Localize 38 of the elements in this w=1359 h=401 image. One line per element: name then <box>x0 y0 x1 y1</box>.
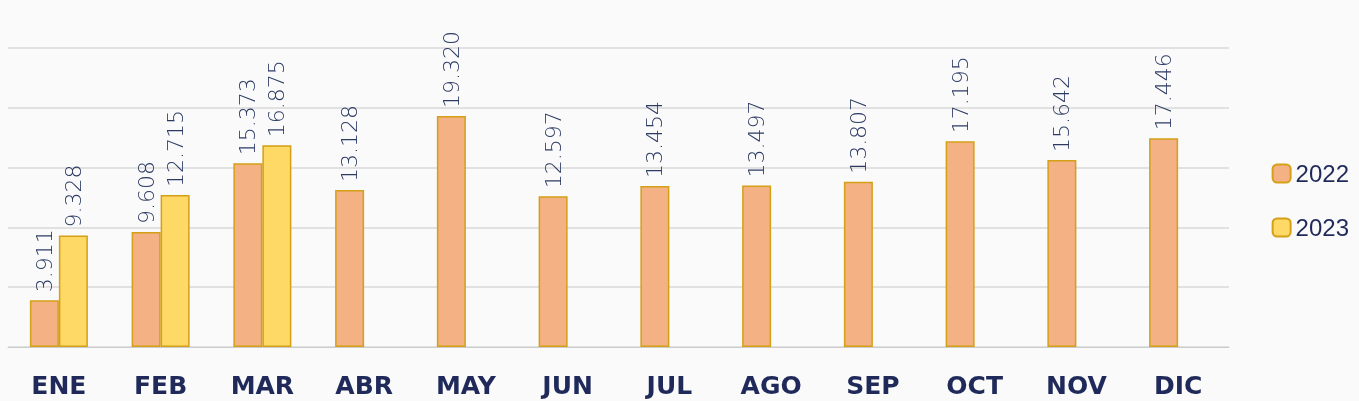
bar <box>945 141 975 347</box>
data-label: 13.454 <box>642 101 668 179</box>
bar <box>843 181 873 347</box>
x-tick-label: ENE <box>31 371 87 400</box>
bar <box>436 115 466 347</box>
data-label: 17.195 <box>947 56 973 134</box>
data-label: 3.911 <box>31 229 57 293</box>
x-tick-label: FEB <box>134 371 188 400</box>
x-tick-label: NOV <box>1045 371 1108 400</box>
x-tick-label: JUL <box>644 371 693 400</box>
bar <box>335 189 365 347</box>
x-tick-label: SEP <box>846 371 900 400</box>
legend-label: 2023 <box>1295 214 1349 241</box>
data-label: 9.608 <box>133 161 159 225</box>
data-label: 13.807 <box>845 96 871 174</box>
data-label: 13.128 <box>337 105 363 182</box>
data-label: 19.320 <box>438 30 464 108</box>
bar <box>1149 138 1179 347</box>
x-tick-label: MAR <box>230 371 295 400</box>
data-label: 15.373 <box>235 78 261 156</box>
bar <box>1047 159 1077 347</box>
data-label: 12.715 <box>162 109 188 187</box>
bar <box>742 185 772 347</box>
data-label: 17.446 <box>1151 53 1177 131</box>
x-tick-label: MAY <box>435 371 497 400</box>
data-label: 16.875 <box>264 60 290 138</box>
x-tick-label: AGO <box>740 371 802 400</box>
x-tick-label: JUN <box>540 371 593 400</box>
data-label: 12.597 <box>540 111 566 189</box>
bar <box>640 186 670 347</box>
data-label: 13.497 <box>744 100 770 178</box>
x-tick-label: DIC <box>1153 371 1203 400</box>
data-label: 9.328 <box>60 164 86 228</box>
legend-label: 2022 <box>1295 160 1349 187</box>
x-tick-label: OCT <box>946 371 1003 400</box>
bar <box>538 196 568 347</box>
x-tick-label: ABR <box>335 371 393 400</box>
data-label: 15.642 <box>1049 74 1075 152</box>
